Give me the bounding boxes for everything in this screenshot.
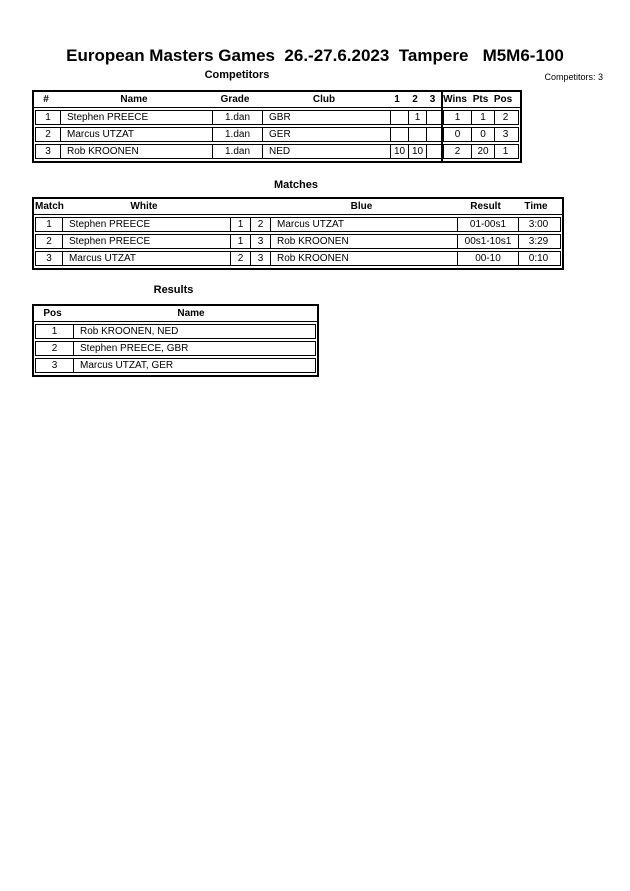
competitors-count: Competitors: 3	[544, 72, 603, 82]
round-1-score: 10	[390, 145, 408, 158]
header-club: Club	[312, 94, 336, 105]
white-player-seed: 2	[230, 252, 250, 265]
competitor-club: GBR	[262, 111, 390, 124]
blue-player-name: Marcus UTZAT	[270, 218, 457, 231]
competitors-section-heading: Competitors	[204, 69, 270, 81]
result-row: 3 Marcus UTZAT, GER	[35, 358, 316, 373]
results-header-row: Pos Name	[34, 306, 317, 322]
match-time: 0:10	[518, 252, 558, 265]
results-section-heading: Results	[153, 284, 194, 296]
competitor-row: 3 Rob KROONEN 1.dan NED 10 10 2 20 1	[35, 144, 519, 159]
competitor-club: GER	[262, 128, 390, 141]
header-pos: Pos	[493, 94, 513, 105]
result-position: 2	[51, 343, 58, 354]
match-number: 1	[46, 219, 52, 230]
blue-player-seed: 2	[250, 218, 270, 231]
header-time: Time	[524, 201, 548, 212]
match-result: 00s1-10s1	[457, 235, 518, 248]
header-grade: Grade	[220, 94, 250, 105]
competitor-number: 1	[45, 112, 51, 123]
round-3-score	[426, 128, 443, 141]
competitor-wins: 0	[443, 128, 471, 141]
header-name: Name	[120, 94, 148, 105]
competitor-pts: 0	[471, 128, 494, 141]
competitor-pos: 3	[494, 128, 516, 141]
competitor-wins: 2	[443, 145, 471, 158]
white-player-seed: 1	[230, 218, 250, 231]
competitor-grade: 1.dan	[212, 128, 262, 141]
competitors-table: # Name Grade Club 1 2 3 Wins Pts Pos 1 S…	[32, 90, 522, 163]
header-blue-number	[248, 199, 268, 214]
matches-header-row: Match White Blue Result Time	[34, 199, 562, 215]
match-row: 3 Marcus UTZAT 2 3 Rob KROONEN 00-10 0:1…	[35, 251, 561, 266]
competitor-pts: 20	[471, 145, 494, 158]
white-player-name: Stephen PREECE	[62, 235, 230, 248]
score-section-divider	[441, 92, 443, 161]
competitors-header-row: # Name Grade Club 1 2 3 Wins Pts Pos	[34, 92, 520, 108]
result-row: 2 Stephen PREECE, GBR	[35, 341, 316, 356]
header-white: White	[130, 201, 158, 212]
match-number: 2	[46, 236, 52, 247]
match-row: 1 Stephen PREECE 1 2 Marcus UTZAT 01-00s…	[35, 217, 561, 232]
white-player-name: Marcus UTZAT	[62, 252, 230, 265]
competitor-name: Rob KROONEN	[60, 145, 212, 158]
header-blue: Blue	[350, 201, 373, 212]
matches-table: Match White Blue Result Time 1 Stephen P…	[32, 197, 564, 270]
result-position: 3	[51, 360, 58, 371]
result-row: 1 Rob KROONEN, NED	[35, 324, 316, 339]
competitor-wins: 1	[443, 111, 471, 124]
results-table: Pos Name 1 Rob KROONEN, NED 2 Stephen PR…	[32, 304, 319, 377]
result-player-name: Stephen PREECE, GBR	[73, 342, 313, 355]
header-match: Match	[35, 201, 64, 212]
match-number: 3	[46, 253, 52, 264]
competitor-row: 1 Stephen PREECE 1.dan GBR 1 1 1 2	[35, 110, 519, 125]
header-wins: Wins	[443, 94, 467, 105]
competitor-grade: 1.dan	[212, 111, 262, 124]
match-result: 01-00s1	[457, 218, 518, 231]
competitor-number: 3	[45, 146, 51, 157]
competitor-number: 2	[45, 129, 51, 140]
header-white-number	[228, 199, 248, 214]
header-number: #	[43, 94, 49, 105]
header-pos: Pos	[43, 308, 62, 319]
header-round-2: 2	[412, 94, 418, 105]
round-1-score	[390, 128, 408, 141]
match-result: 00-10	[457, 252, 518, 265]
blue-player-seed: 3	[250, 252, 270, 265]
round-3-score	[426, 145, 443, 158]
competitor-name: Marcus UTZAT	[60, 128, 212, 141]
round-1-score	[390, 111, 408, 124]
header-round-3: 3	[429, 94, 436, 105]
match-time: 3:00	[518, 218, 558, 231]
competitor-club: NED	[262, 145, 390, 158]
header-name: Name	[177, 308, 205, 319]
round-2-score: 1	[408, 111, 426, 124]
round-3-score	[426, 111, 443, 124]
white-player-seed: 1	[230, 235, 250, 248]
matches-section-heading: Matches	[273, 179, 319, 191]
competitor-row: 2 Marcus UTZAT 1.dan GER 0 0 3	[35, 127, 519, 142]
header-result: Result	[470, 201, 501, 212]
result-player-name: Marcus UTZAT, GER	[73, 359, 313, 372]
blue-player-seed: 3	[250, 235, 270, 248]
white-player-name: Stephen PREECE	[62, 218, 230, 231]
blue-player-name: Rob KROONEN	[270, 235, 457, 248]
competitor-pts: 1	[471, 111, 494, 124]
page-title: European Masters Games 26.-27.6.2023 Tam…	[66, 46, 564, 65]
header-round-1: 1	[394, 94, 400, 105]
round-2-score	[408, 128, 426, 141]
match-time: 3:29	[518, 235, 558, 248]
result-position: 1	[51, 326, 58, 337]
match-row: 2 Stephen PREECE 1 3 Rob KROONEN 00s1-10…	[35, 234, 561, 249]
round-2-score: 10	[408, 145, 426, 158]
competitor-name: Stephen PREECE	[60, 111, 212, 124]
result-player-name: Rob KROONEN, NED	[73, 325, 313, 338]
blue-player-name: Rob KROONEN	[270, 252, 457, 265]
header-pts: Pts	[472, 94, 489, 105]
competitor-grade: 1.dan	[212, 145, 262, 158]
competitor-pos: 1	[494, 145, 516, 158]
competitor-pos: 2	[494, 111, 516, 124]
